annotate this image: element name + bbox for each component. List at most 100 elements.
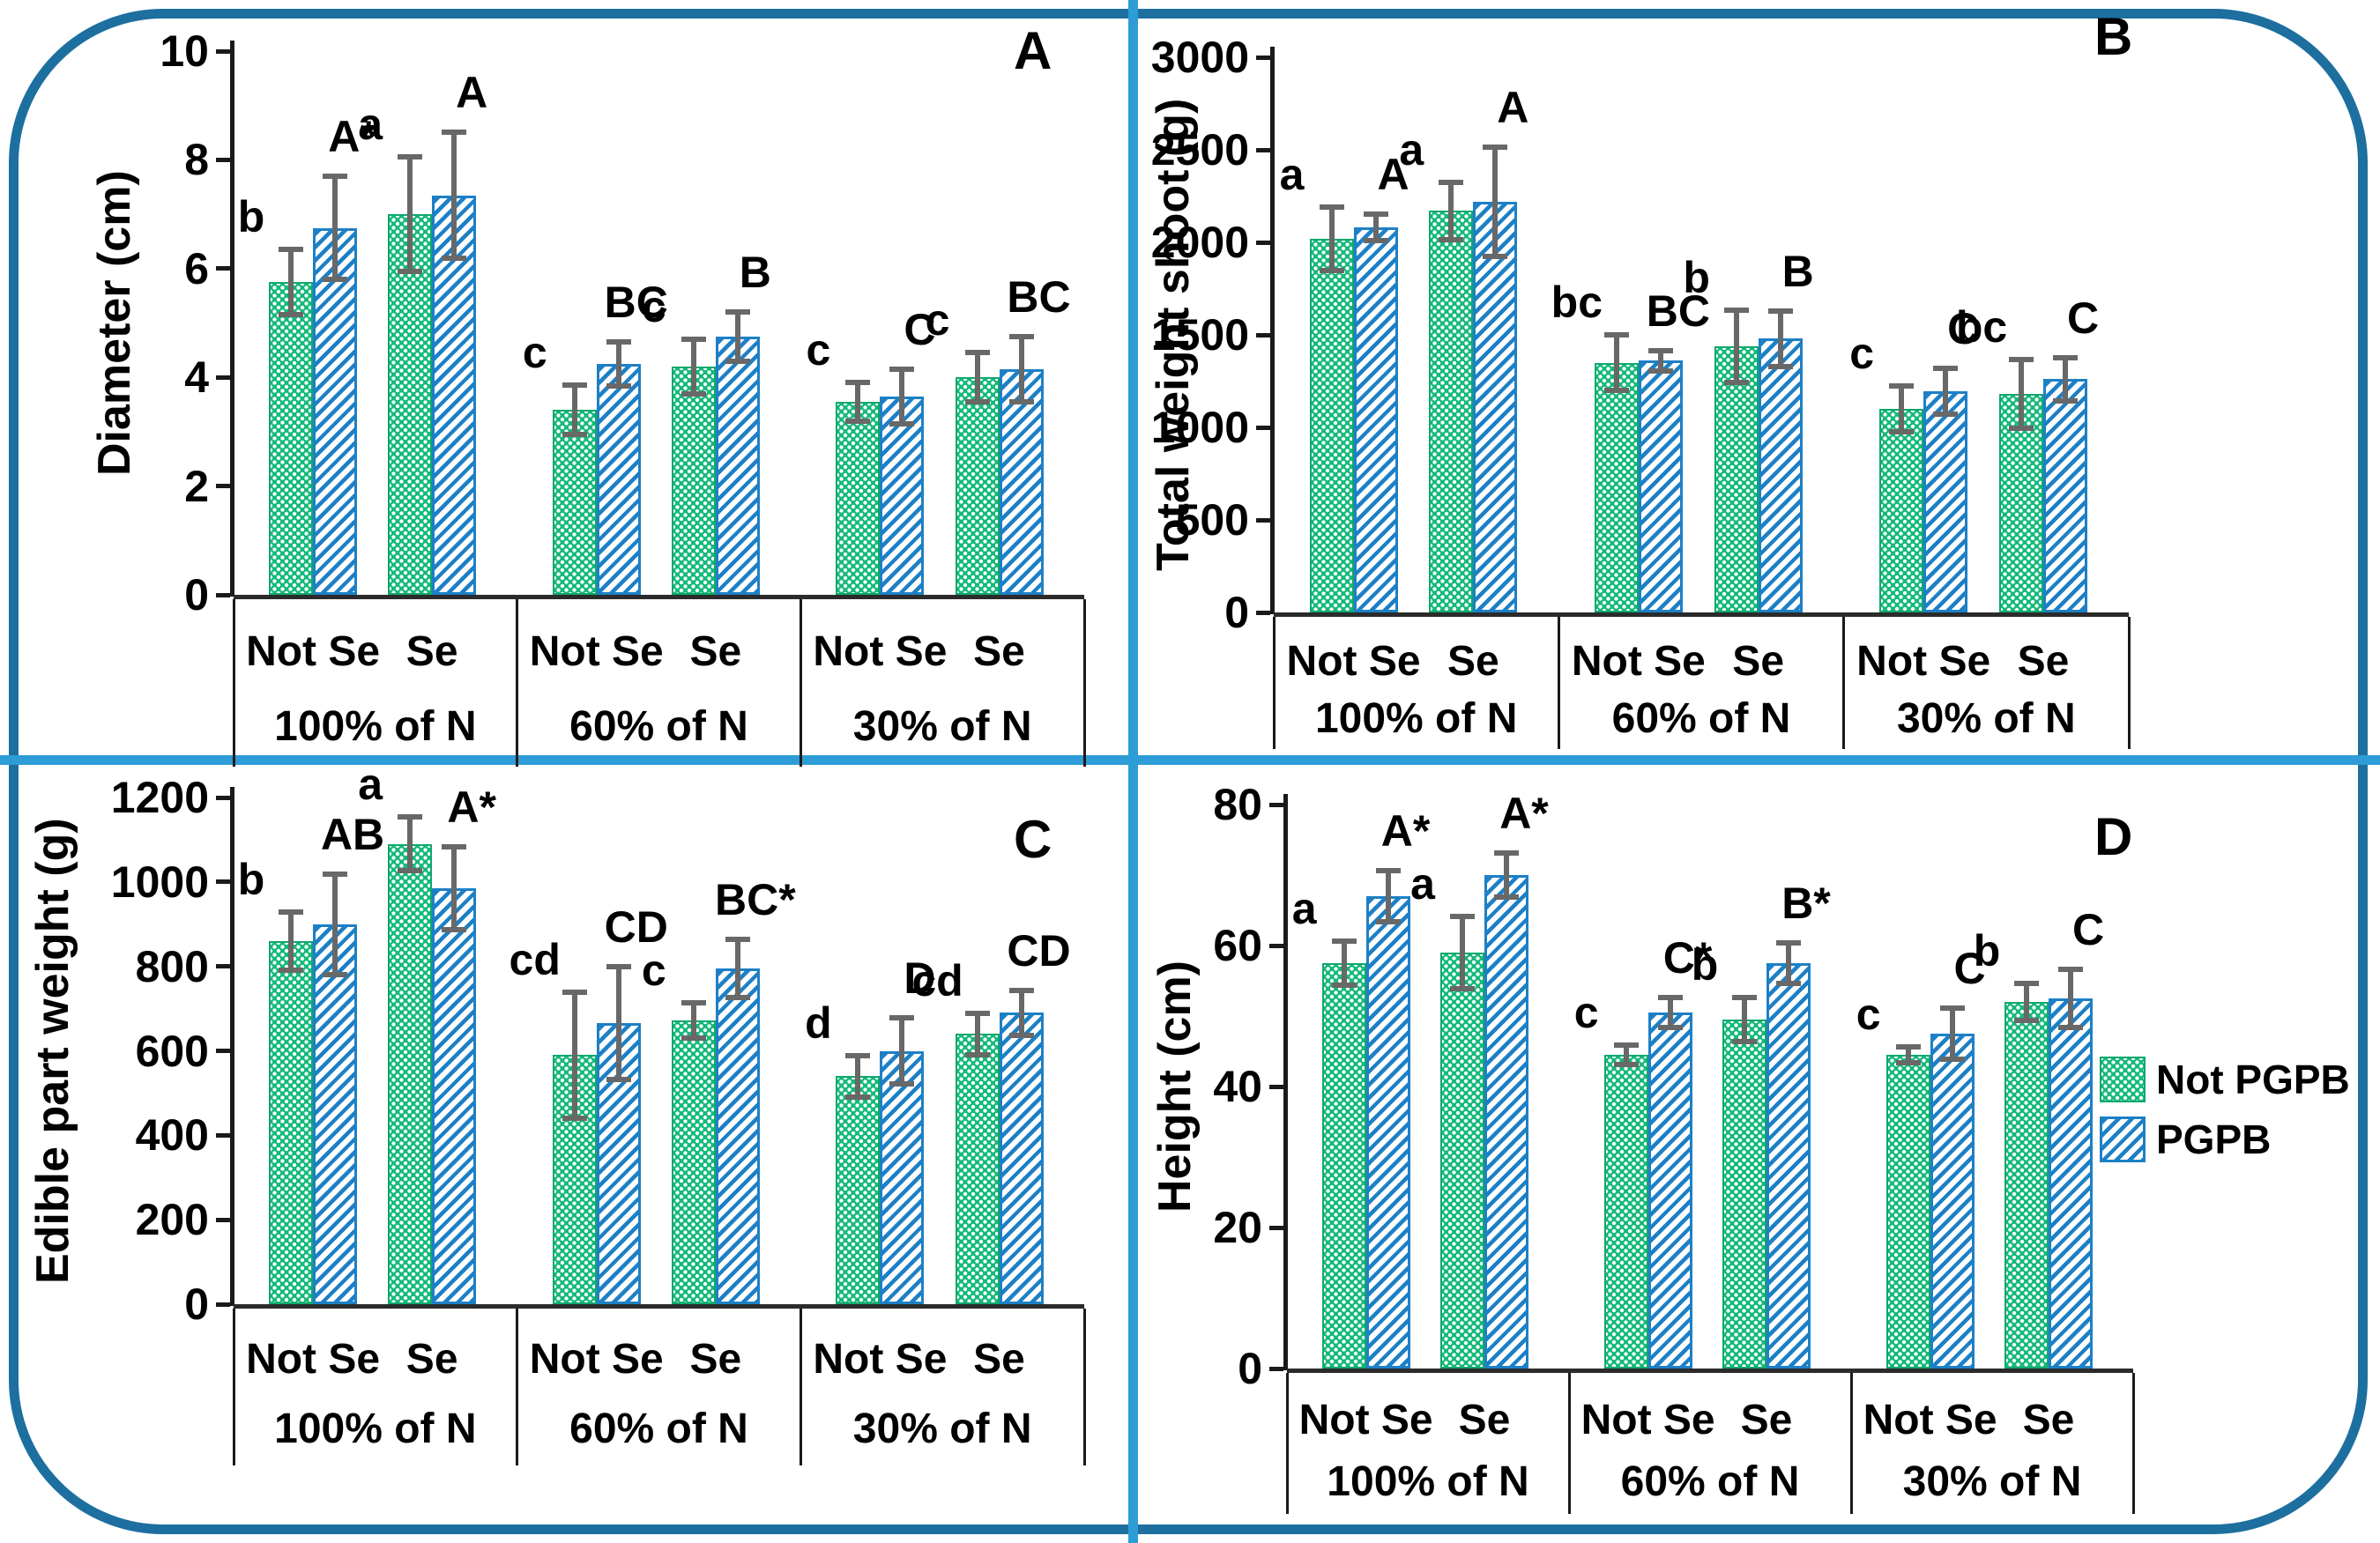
error-bar-cap: [889, 420, 915, 427]
y-tick-label: 1000: [1150, 403, 1249, 452]
sig-letter: cd: [509, 935, 561, 985]
bar-pgpb: [432, 888, 477, 1304]
y-axis-line: [1283, 794, 1288, 1370]
error-bar-line: [451, 843, 457, 933]
error-bar-cap: [1008, 1033, 1034, 1039]
error-bar-cap: [323, 173, 348, 179]
bar-pgpb: [999, 1013, 1044, 1304]
sig-letter: C: [1953, 944, 1986, 993]
error-bar-cap: [725, 358, 750, 364]
error-bar-cap: [889, 1014, 915, 1020]
x-subgroup-label: Se: [1458, 1397, 1511, 1443]
error-bar-cap: [845, 418, 871, 424]
bar-not-pgpb: [836, 1076, 881, 1304]
sig-letter: c: [1573, 987, 1599, 1037]
error-bar-cap: [2014, 1018, 2039, 1023]
bar-not-pgpb: [1714, 345, 1759, 612]
x-table-divider: [1557, 617, 1560, 749]
y-tick-label: 6: [184, 243, 209, 293]
bar-not-pgpb: [1440, 953, 1484, 1369]
sig-letter: a: [358, 100, 383, 150]
y-tick-mark: [216, 157, 230, 162]
x-group-label: 60% of N: [1620, 1458, 1800, 1505]
error-bar-line: [288, 909, 294, 973]
error-bar-cap: [2053, 355, 2078, 361]
error-bar-line: [571, 382, 577, 438]
sig-letter: AB: [320, 809, 385, 859]
error-bar: [562, 990, 587, 1121]
error-bar-line: [1018, 987, 1024, 1039]
error-bar-line: [1328, 204, 1335, 273]
error-bar-cap: [2058, 1025, 2083, 1030]
sig-letter: c: [641, 946, 666, 995]
error-bar: [845, 380, 871, 424]
bar-pgpb: [1473, 201, 1518, 612]
error-bar: [1939, 1005, 1965, 1062]
sig-letter: D: [904, 953, 936, 1003]
sig-letter: A: [1377, 150, 1409, 200]
y-tick-label: 3000: [1150, 33, 1249, 82]
error-bar-line: [734, 309, 740, 364]
error-bar-line: [2068, 967, 2073, 1030]
sig-letter: cd: [911, 955, 963, 1005]
error-bar-cap: [1889, 382, 1915, 389]
y-tick-mark: [1256, 55, 1270, 60]
sig-letter: c: [1849, 328, 1875, 378]
y-tick-label: 200: [135, 1195, 209, 1245]
error-bar-cap: [398, 868, 423, 874]
bar-not-pgpb: [955, 1034, 1000, 1304]
legend-item-not-pgpb: Not PGPB: [2100, 1056, 2350, 1103]
y-tick-label: 1200: [110, 773, 209, 822]
error-bar: [1363, 211, 1388, 244]
y-tick-mark: [1256, 517, 1270, 523]
bar-pgpb: [596, 363, 641, 595]
x-subgroup-label: Se: [1740, 1397, 1793, 1443]
bar-not-pgpb: [671, 1020, 716, 1304]
error-bar-line: [1899, 382, 1905, 435]
sig-letter: A*: [1499, 789, 1549, 838]
error-bar-cap: [279, 247, 304, 253]
x-subgroup-label: Se: [405, 1336, 458, 1383]
error-bar-cap: [1723, 307, 1749, 313]
error-bar-cap: [2009, 357, 2034, 363]
error-bar: [1613, 1042, 1639, 1068]
sig-letter: b: [1691, 940, 1719, 990]
y-tick-label: 1000: [110, 857, 209, 907]
bar-pgpb: [715, 336, 760, 595]
error-bar-cap: [2009, 426, 2034, 432]
sig-letter: A*: [1380, 806, 1431, 856]
y-tick-label: 2000: [1150, 218, 1249, 267]
y-tick-mark: [1269, 943, 1283, 948]
error-bar-cap: [1933, 412, 1959, 418]
error-bar-cap: [1483, 144, 1508, 150]
bar-pgpb: [880, 396, 925, 595]
error-bar: [398, 154, 423, 274]
error-bar-cap: [2014, 981, 2039, 986]
error-bar-cap: [323, 277, 348, 283]
error-bar: [889, 1014, 915, 1087]
error-bar-line: [1777, 308, 1783, 369]
x-table-divider: [2127, 617, 2131, 749]
error-bar-cap: [681, 1000, 706, 1005]
error-bar-line: [1733, 307, 1739, 385]
panel-c-edible-part-weight-chart: Edible part weight (g) 0 200 400 600 800 1000 1…: [0, 761, 1128, 1543]
sig-letter: c: [522, 328, 547, 378]
panel-divider-vertical: [1128, 0, 1138, 1543]
error-bar-line: [1492, 144, 1499, 259]
error-bar: [1723, 307, 1749, 385]
bar-not-pgpb: [1321, 963, 1366, 1369]
y-tick-mark: [216, 1132, 230, 1138]
x-table-divider: [799, 599, 802, 767]
bar-not-pgpb: [269, 282, 314, 595]
error-bar-cap: [1319, 267, 1344, 273]
error-bar-line: [2024, 981, 2029, 1023]
x-table-divider: [1842, 617, 1846, 749]
sig-letter: a: [1399, 124, 1424, 174]
x-subgroup-label: Se: [2017, 638, 2070, 685]
x-subgroup-label: Se: [1447, 638, 1499, 685]
x-subgroup-label: Not Se: [529, 628, 664, 675]
